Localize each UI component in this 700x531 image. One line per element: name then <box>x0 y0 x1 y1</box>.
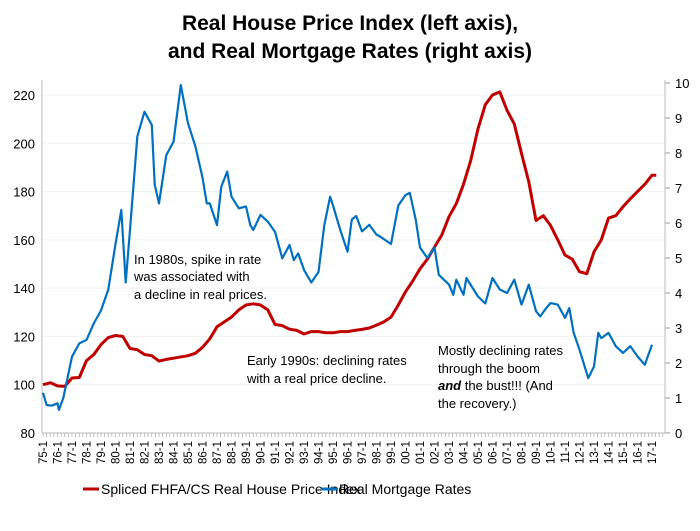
right-axis-tick-label: 2 <box>675 356 682 371</box>
legend-label-house-price: Spliced FHFA/CS Real House Price Index <box>101 481 361 497</box>
right-axis-tick-label: 1 <box>675 391 682 406</box>
annotation-boom-bust: Mostly declining rates through the boom … <box>438 343 563 411</box>
x-axis-tick-label: 75-1 <box>38 441 50 464</box>
x-axis-tick-label: 02-1 <box>430 441 442 464</box>
left-axis-tick-label: 140 <box>13 281 35 296</box>
x-axis-tick-label: 12-1 <box>575 441 587 464</box>
x-axis-tick-label: 01-1 <box>415 441 427 464</box>
annotation-line: a decline in real prices. <box>134 287 267 302</box>
left-axis-tick-label: 160 <box>13 233 35 248</box>
x-axis-tick-label: 05-1 <box>473 441 485 464</box>
annotation-1980s: In 1980s, spike in rate was associated w… <box>133 252 267 302</box>
x-axis-tick-label: 87-1 <box>212 441 224 464</box>
x-axis-tick-label: 90-1 <box>256 441 268 464</box>
right-axis-tick-label: 8 <box>675 146 682 161</box>
x-axis-tick-label: 06-1 <box>488 441 500 464</box>
x-axis-tick-label: 15-1 <box>618 441 630 464</box>
x-axis-tick-label: 94-1 <box>314 441 326 464</box>
x-axis-tick-label: 04-1 <box>459 441 471 464</box>
annotation-emphasis: and <box>438 378 462 393</box>
x-axis-tick-label: 00-1 <box>401 441 413 464</box>
x-axis-tick-label: 03-1 <box>444 441 456 464</box>
x-axis-tick-label: 82-1 <box>140 441 152 464</box>
right-axis-tick-label: 4 <box>675 286 682 301</box>
x-axis-tick-label: 96-1 <box>343 441 355 464</box>
legend: Spliced FHFA/CS Real House Price Index R… <box>83 481 471 497</box>
left-axis-tick-label: 120 <box>13 329 35 344</box>
annotation-line: Mostly declining rates <box>438 343 563 358</box>
x-axis-tick-label: 10-1 <box>546 441 558 464</box>
x-axis-tick-label: 88-1 <box>227 441 239 464</box>
annotation-1990s: Early 1990s: declining rates with a real… <box>246 353 407 386</box>
x-axis-tick-label: 86-1 <box>198 441 210 464</box>
right-axis-tick-label: 9 <box>675 111 682 126</box>
x-axis-tick-label: 14-1 <box>604 441 616 464</box>
series-line-house-price-index <box>42 90 657 388</box>
left-axis-tick-label: 100 <box>13 378 35 393</box>
gridlines <box>42 94 665 386</box>
x-axis-tick-label: 98-1 <box>372 441 384 464</box>
left-axis-tick-label: 200 <box>13 136 35 151</box>
legend-label-mortgage-rates: Real Mortgage Rates <box>339 481 471 497</box>
x-axis-tick-label: 09-1 <box>531 441 543 464</box>
x-axis-tick-label: 08-1 <box>517 441 529 464</box>
left-axis-tick-label: 180 <box>13 185 35 200</box>
x-axis-tick-label: 89-1 <box>241 441 253 464</box>
right-axis-tick-label: 5 <box>675 251 682 266</box>
left-axis-tick-label: 220 <box>13 88 35 103</box>
x-axis-tick-label: 17-1 <box>647 441 659 464</box>
series-line-mortgage-rates <box>41 84 654 411</box>
x-axis-tick-label: 81-1 <box>125 441 137 464</box>
right-axis-tick-label: 3 <box>675 321 682 336</box>
x-axis-tick-label: 78-1 <box>82 441 94 464</box>
x-axis-tick-label: 97-1 <box>357 441 369 464</box>
x-axis-tick-label: 77-1 <box>67 441 79 464</box>
right-axis-tick-label: 7 <box>675 181 682 196</box>
x-axis-tick-label: 84-1 <box>169 441 181 464</box>
annotation-line: In 1980s, spike in rate <box>134 252 261 267</box>
x-axis-tick-label: 93-1 <box>299 441 311 464</box>
x-axis-tick-label: 99-1 <box>386 441 398 464</box>
x-axis-tick-label: 83-1 <box>154 441 166 464</box>
x-axis-tick-label: 07-1 <box>502 441 514 464</box>
x-axis-tick-label: 80-1 <box>111 441 123 464</box>
annotation-line: the recovery.) <box>438 396 517 411</box>
annotation-line: with a real price decline. <box>246 371 386 386</box>
chart-title-line-1: Real House Price Index (left axis), <box>182 12 518 35</box>
chart-title-line-2: and Real Mortgage Rates (right axis) <box>168 40 532 63</box>
x-axis-tick-label: 92-1 <box>285 441 297 464</box>
x-axis-tick-label: 85-1 <box>183 441 195 464</box>
x-axis-tick-label: 16-1 <box>633 441 645 464</box>
right-axis-tick-label: 0 <box>675 426 682 441</box>
x-axis-tick-label: 11-1 <box>560 441 572 463</box>
annotation-line: through the boom <box>438 361 540 376</box>
right-axis-tick-label: 6 <box>675 216 682 231</box>
annotation-line: was associated with <box>133 269 250 284</box>
series-lines <box>41 84 657 411</box>
x-axis-tick-label: 76-1 <box>53 441 65 464</box>
x-axis-tick-label: 95-1 <box>328 441 340 464</box>
left-axis-tick-label: 80 <box>21 426 35 441</box>
right-axis-tick-label: 10 <box>675 76 689 91</box>
annotation-line-rest: the bust!!! (And <box>465 378 553 393</box>
x-axis-tick-label: 13-1 <box>589 441 601 464</box>
annotation-line: and the bust!!! (And <box>438 378 553 393</box>
x-axis-tick-label: 79-1 <box>96 441 108 464</box>
annotation-line: Early 1990s: declining rates <box>247 353 407 368</box>
x-axis-tick-label: 91-1 <box>270 441 282 464</box>
